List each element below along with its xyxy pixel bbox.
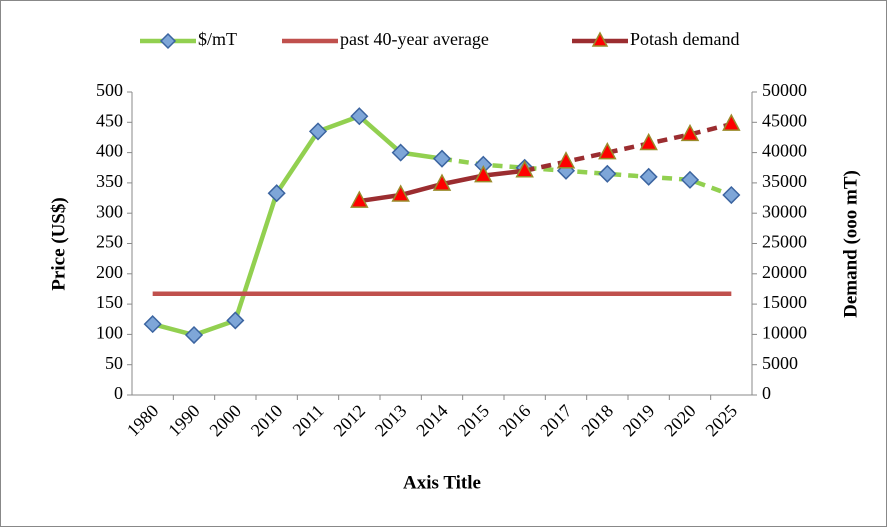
legend-marker <box>159 32 177 50</box>
diamond-marker <box>184 325 204 345</box>
diamond-marker <box>680 170 700 189</box>
y-tick-label: 250 <box>96 232 123 252</box>
series-line-dashed <box>524 121 732 173</box>
diamond-marker <box>143 315 162 334</box>
y2-tick-label: 35000 <box>762 171 807 191</box>
diamond-marker <box>350 107 369 126</box>
y-tick-label: 50 <box>105 353 123 373</box>
y-tick-label: 150 <box>96 292 123 312</box>
triangle-marker <box>515 160 534 178</box>
diamond-marker <box>391 143 410 162</box>
legend-label: past 40-year average <box>340 29 489 49</box>
triangle-marker <box>350 190 369 208</box>
y2-tick-label: 15000 <box>762 292 807 312</box>
y-tick-label: 100 <box>96 323 123 343</box>
diamond-marker <box>267 184 286 203</box>
y-tick-label: 350 <box>96 171 123 191</box>
legend-label: Potash demand <box>630 29 740 49</box>
y2-tick-label: 45000 <box>762 110 807 130</box>
triangle-marker <box>474 165 493 183</box>
legend-label: $/mT <box>198 29 237 49</box>
y2-tick-label: 0 <box>762 383 771 403</box>
triangle-marker <box>598 142 617 160</box>
y-tick-label: 300 <box>96 201 123 221</box>
y2-tick-label: 20000 <box>762 262 807 282</box>
triangle-marker <box>432 173 452 191</box>
y2-tick-label: 5000 <box>762 353 798 373</box>
legend-marker <box>591 31 609 47</box>
y2-tick-label: 10000 <box>762 323 807 343</box>
triangle-marker <box>556 151 576 169</box>
series-line <box>152 113 443 338</box>
y2-axis-title: Demand (ooo mT) <box>840 170 861 318</box>
triangle-marker <box>722 113 741 131</box>
y2-tick-label: 50000 <box>762 80 807 100</box>
x-axis-title: Axis Title <box>403 472 481 493</box>
triangle-marker <box>391 184 410 202</box>
diamond-marker <box>226 311 245 330</box>
y-tick-label: 0 <box>114 383 123 403</box>
diamond-marker <box>308 122 328 141</box>
y-tick-label: 450 <box>96 110 123 130</box>
y-axis-title: Price (US$) <box>48 197 69 290</box>
y2-tick-label: 30000 <box>762 201 807 221</box>
triangle-marker <box>680 123 700 142</box>
y-tick-label: 400 <box>96 141 123 161</box>
diamond-marker <box>639 167 658 186</box>
y-tick-label: 200 <box>96 262 123 282</box>
diamond-marker <box>432 149 452 168</box>
y2-tick-label: 25000 <box>762 232 807 252</box>
y-tick-label: 500 <box>96 80 123 100</box>
diamond-marker <box>598 164 617 183</box>
diamond-marker <box>722 185 741 205</box>
triangle-marker <box>639 132 658 151</box>
y2-tick-label: 40000 <box>762 141 807 161</box>
